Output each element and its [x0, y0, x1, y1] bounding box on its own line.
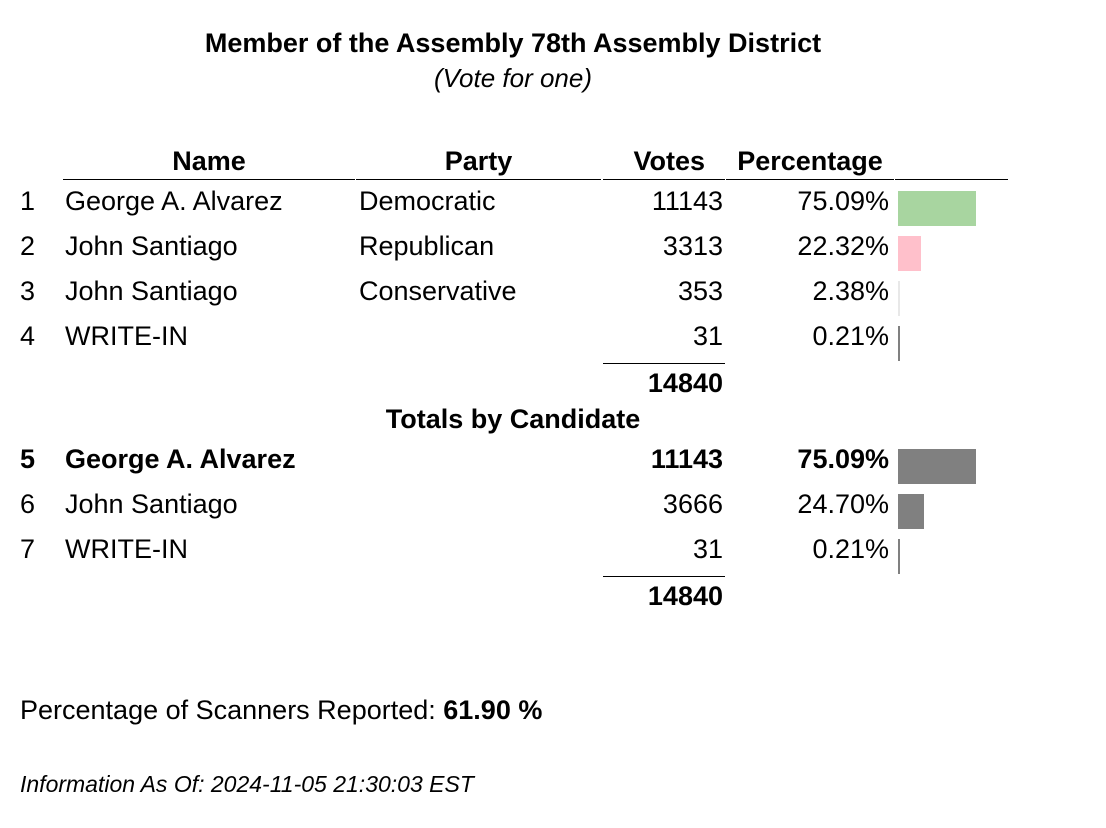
percentage-bar	[898, 539, 900, 574]
column-header-votes: Votes	[603, 146, 725, 180]
vote-count: 11143	[650, 444, 723, 474]
percentage-bar	[898, 326, 900, 361]
row-number: 4	[20, 321, 36, 351]
row-number: 5	[20, 444, 36, 474]
party-name: Republican	[359, 231, 495, 261]
candidate-total: 14840	[647, 581, 723, 611]
column-header-party: Party	[356, 146, 601, 180]
candidate-name: George A. Alvarez	[65, 186, 283, 216]
vote-percentage: 0.21%	[812, 534, 889, 564]
candidate-name: John Santiago	[65, 231, 238, 261]
party-total: 14840	[647, 368, 723, 398]
result-row: 5 George A. Alvarez 11143 75.09%	[0, 444, 1106, 484]
scanners-label: Percentage of Scanners Reported:	[20, 695, 444, 725]
result-row: 6 John Santiago 3666 24.70%	[0, 489, 1106, 529]
vote-count: 353	[677, 276, 723, 306]
row-number: 7	[20, 534, 36, 564]
vote-percentage: 0.21%	[812, 321, 889, 351]
vote-count: 11143	[651, 186, 723, 216]
row-number: 1	[20, 186, 36, 216]
contest-subtitle: (Vote for one)	[433, 63, 592, 93]
candidate-section-title: Totals by Candidate	[385, 404, 641, 434]
column-header-bar	[895, 146, 1008, 180]
candidate-name: George A. Alvarez	[65, 444, 296, 474]
vote-percentage: 2.38%	[812, 276, 889, 306]
percentage-bar	[898, 449, 976, 484]
percentage-bar	[898, 236, 921, 271]
vote-percentage: 75.09%	[797, 186, 889, 216]
result-row: 1 George A. Alvarez Democratic 11143 75.09%	[0, 186, 1106, 226]
row-number: 2	[20, 231, 36, 261]
vote-count: 31	[692, 534, 723, 564]
result-row: 2 John Santiago Republican 3313 22.32%	[0, 231, 1106, 271]
candidate-total-divider	[603, 576, 725, 577]
vote-percentage: 24.70%	[797, 489, 889, 519]
scanners-value: 61.90 %	[443, 695, 543, 725]
candidate-name: John Santiago	[65, 276, 238, 306]
percentage-bar	[898, 191, 976, 226]
vote-percentage: 75.09%	[797, 444, 889, 474]
result-row: 4 WRITE-IN 31 0.21%	[0, 321, 1106, 361]
party-name: Democratic	[359, 186, 496, 216]
vote-count: 3313	[662, 231, 723, 261]
contest-title: Member of the Assembly 78th Assembly Dis…	[204, 28, 822, 58]
row-number: 6	[20, 489, 36, 519]
candidate-name: John Santiago	[65, 489, 238, 519]
result-row: 7 WRITE-IN 31 0.21%	[0, 534, 1106, 574]
vote-count: 31	[692, 321, 723, 351]
party-name: Conservative	[359, 276, 517, 306]
party-total-divider	[603, 363, 725, 364]
info-timestamp: Information As Of: 2024-11-05 21:30:03 E…	[20, 771, 474, 797]
column-header-name: Name	[63, 146, 355, 180]
percentage-bar	[898, 281, 900, 316]
candidate-name: WRITE-IN	[65, 321, 188, 351]
vote-count: 3666	[662, 489, 723, 519]
candidate-name: WRITE-IN	[65, 534, 188, 564]
vote-percentage: 22.32%	[797, 231, 889, 261]
column-header-percentage: Percentage	[726, 146, 894, 180]
result-row: 3 John Santiago Conservative 353 2.38%	[0, 276, 1106, 316]
percentage-bar	[898, 494, 924, 529]
row-number: 3	[20, 276, 36, 306]
scanners-reported: Percentage of Scanners Reported: 61.90 %	[20, 695, 542, 726]
